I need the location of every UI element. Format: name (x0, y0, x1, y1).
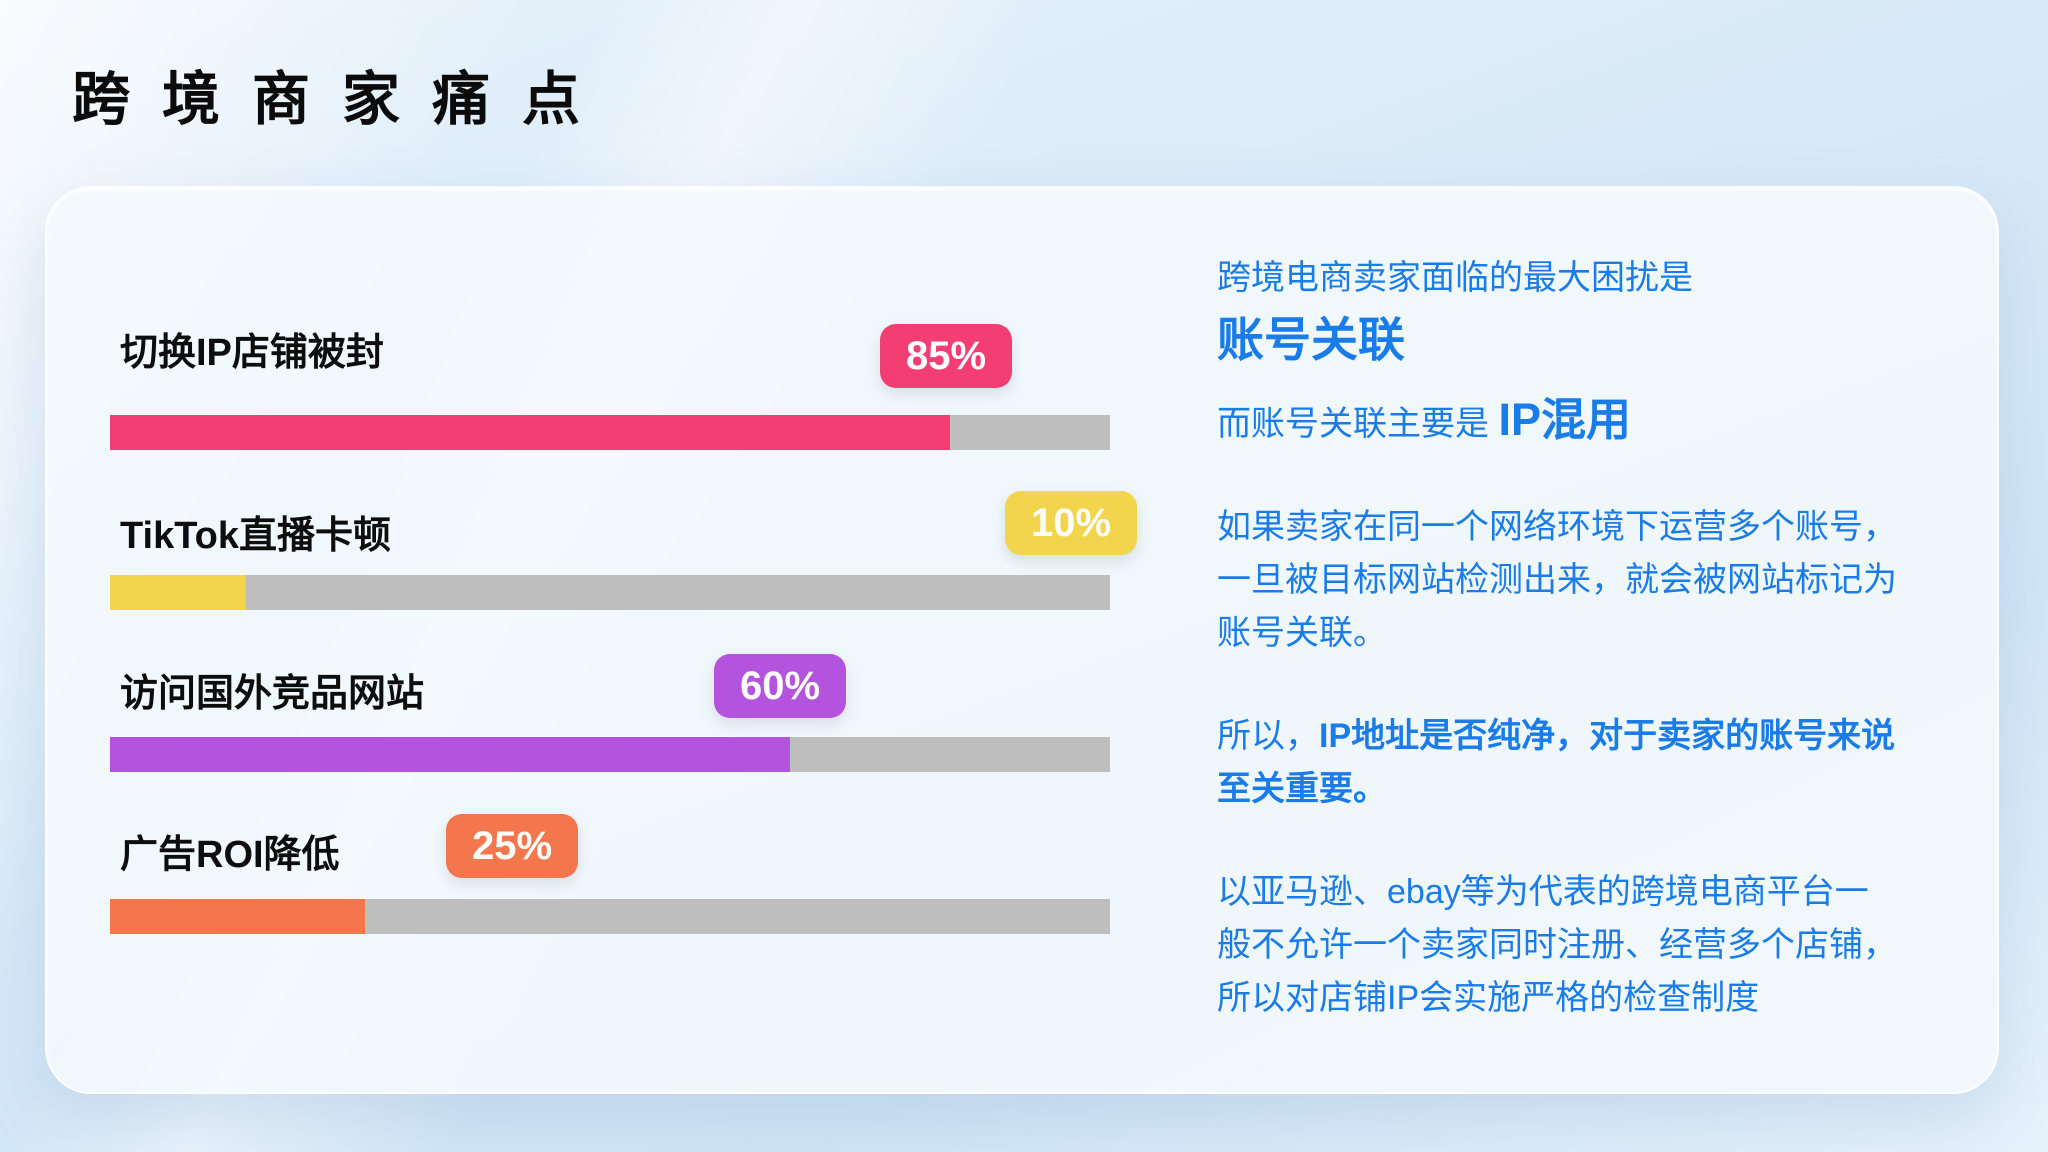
paragraph-line: 一旦被目标网站检测出来，就会被网站标记为 (1217, 561, 1897, 599)
paragraph-line: 以亚马逊、ebay等为代表的跨境电商平台一 (1217, 873, 1869, 911)
content-card: 切换IP店铺被封 85% TikTok直播卡顿 10% 访问国外竞品网站 60%… (45, 186, 1999, 1094)
bar-label-3: 访问国外竞品网站 (120, 673, 425, 715)
paragraph-platform-policy: 以亚马逊、ebay等为代表的跨境电商平台一 般不允许一个卖家同时注册、经营多个店… (1217, 866, 1897, 1025)
bar-fill-2 (110, 575, 246, 610)
headline-text: 账号关联 (1217, 313, 1405, 366)
bar-label-4: 广告ROI降低 (120, 834, 340, 876)
bar-track-3 (110, 737, 1110, 772)
bar-fill-3 (110, 737, 790, 772)
paragraph-account-link: 如果卖家在同一个网络环境下运营多个账号， 一旦被目标网站检测出来，就会被网站标记… (1217, 501, 1897, 660)
intro-text: 跨境电商卖家面临的最大困扰是 (1217, 259, 1693, 297)
bar-fill-4 (110, 899, 365, 934)
subline-highlight: IP混用 (1498, 394, 1631, 445)
page-title: 跨境商家痛点 (72, 67, 613, 132)
bar-track-1 (110, 415, 1110, 450)
paragraph-line: 如果卖家在同一个网络环境下运营多个账号， (1217, 508, 1897, 546)
value-badge-1: 85% (880, 324, 1013, 388)
paragraph-line: 般不允许一个卖家同时注册、经营多个店铺， (1217, 926, 1897, 964)
bar-fill-1 (110, 415, 950, 450)
paragraph-line: 账号关联。 (1217, 614, 1387, 652)
value-badge-2: 10% (1005, 491, 1138, 555)
bar-track-2 (110, 575, 1110, 610)
paragraph-line: 所以，IP地址是否纯净，对于卖家的账号来说 (1217, 710, 1895, 763)
paragraph-ip-purity: 所以，IP地址是否纯净，对于卖家的账号来说 至关重要。 (1217, 710, 1895, 816)
bar-track-4 (110, 899, 1110, 934)
bar-label-2: TikTok直播卡顿 (120, 515, 391, 557)
p3-bold-text: IP地址是否纯净，对于卖家的账号来说 (1319, 717, 1896, 755)
p3-prefix: 所以， (1217, 717, 1319, 755)
value-badge-4: 25% (446, 814, 579, 878)
value-badge-3: 60% (714, 654, 847, 718)
subline-prefix: 而账号关联主要是 (1217, 405, 1499, 443)
p3-bold-text: 至关重要。 (1217, 770, 1387, 808)
paragraph-line: 所以对店铺IP会实施严格的检查制度 (1217, 979, 1760, 1017)
bar-label-1: 切换IP店铺被封 (120, 332, 384, 374)
subline-text: 而账号关联主要是 IP混用 (1217, 392, 1631, 452)
